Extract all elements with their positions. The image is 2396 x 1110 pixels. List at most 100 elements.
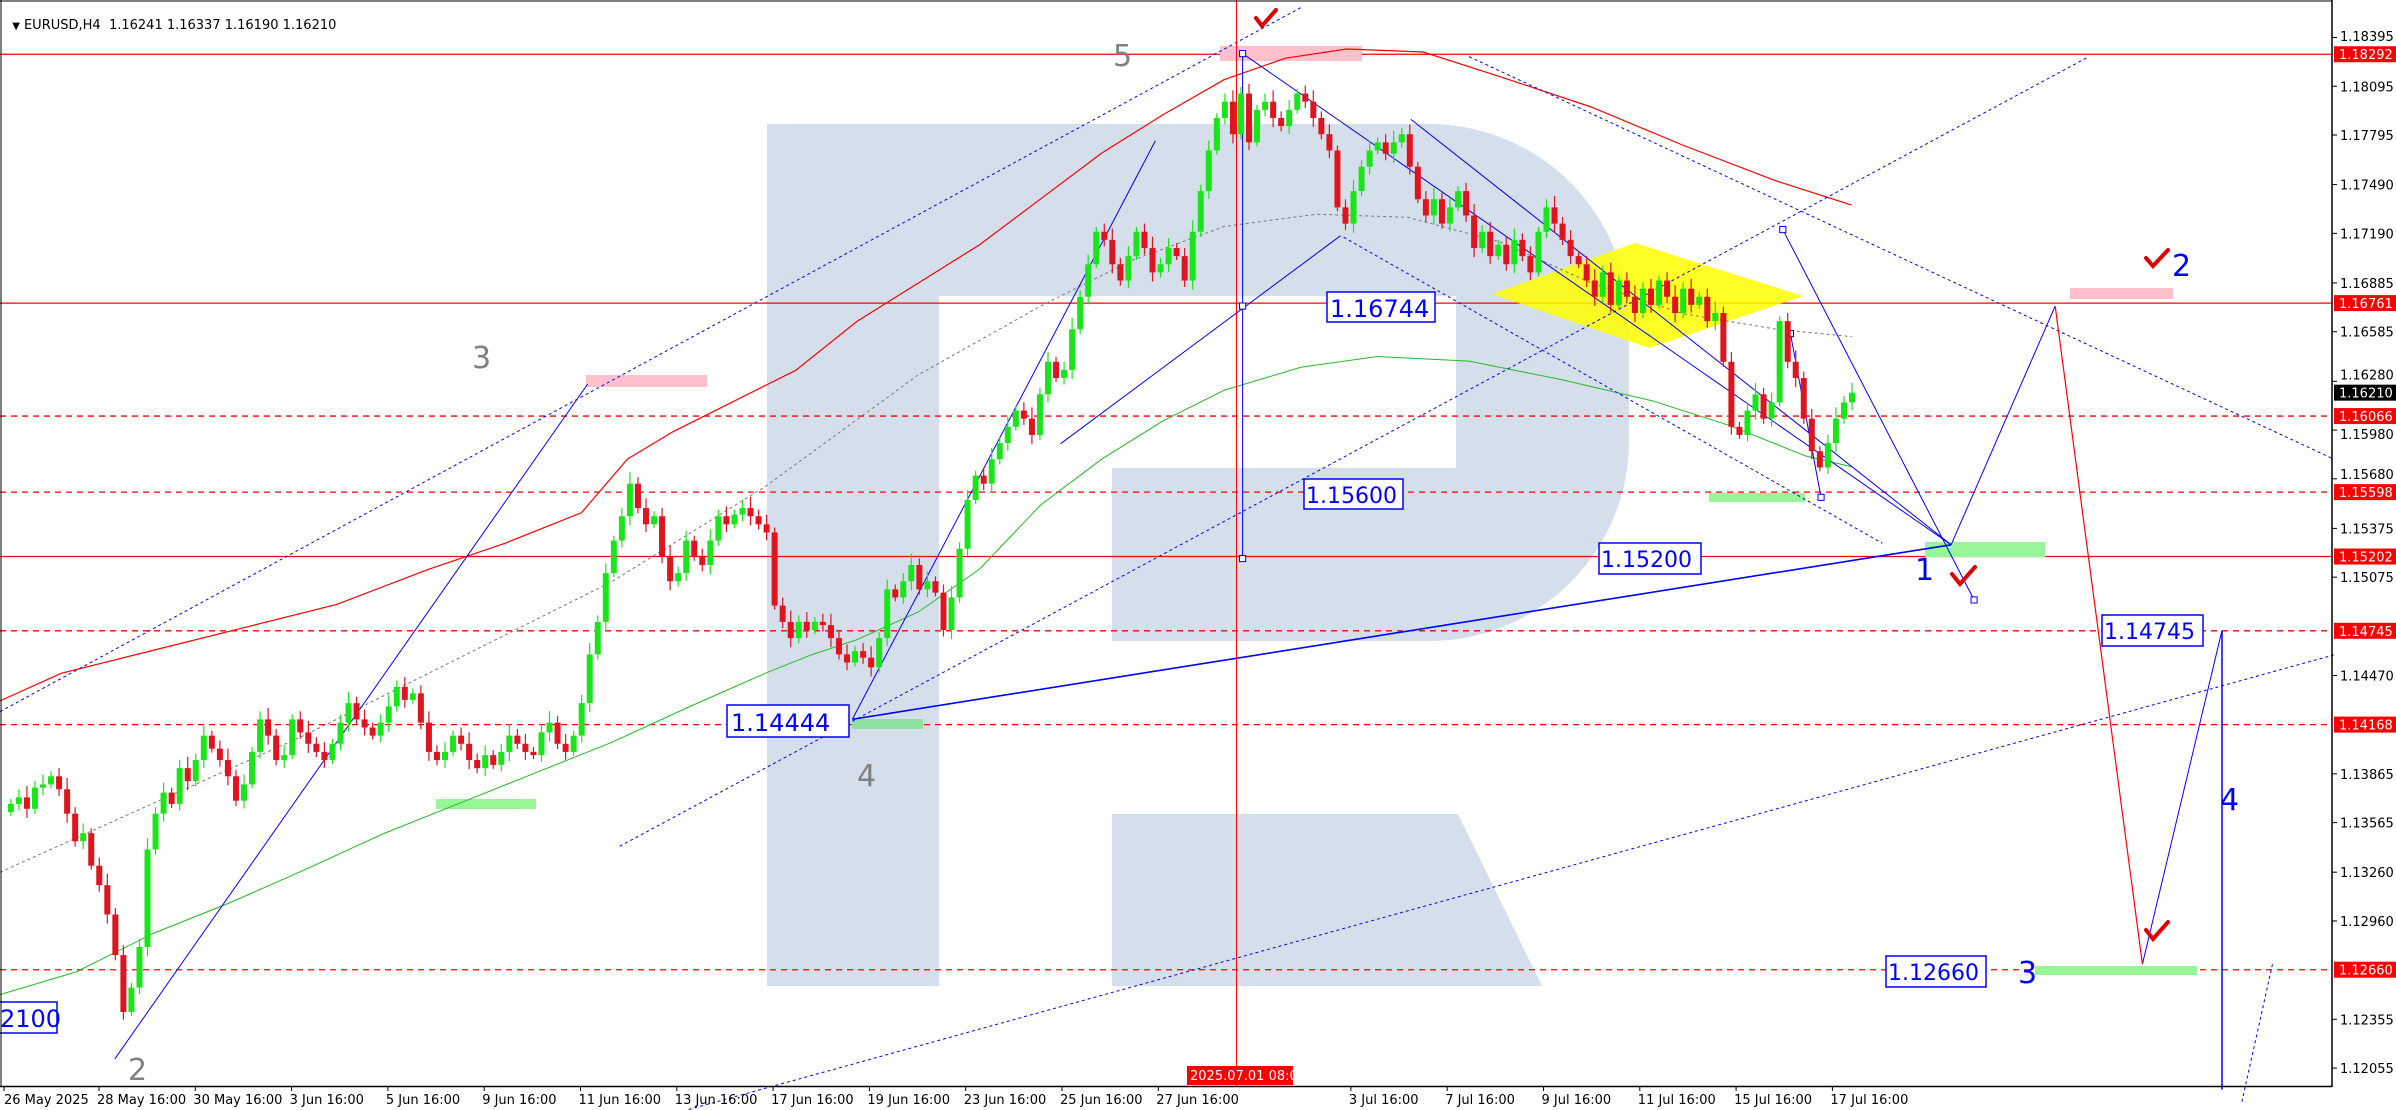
candle (731, 509, 738, 529)
candle (795, 615, 802, 644)
candle-body (361, 719, 368, 728)
candle (1832, 407, 1839, 453)
candle-body (1246, 93, 1252, 143)
wave-labels: 5 3 4 2 1 2 3 4 (128, 39, 2239, 1088)
candle (393, 680, 400, 712)
time-tick-label: 28 May 16:00 (97, 1093, 186, 1108)
candle-body (104, 885, 111, 915)
price-axis[interactable]: 1.18292 1.16761 1.16066 1.15598 1.15202 1.147… (2332, 30, 2396, 1077)
level-price-label: 1.18292 (2339, 48, 2393, 63)
candle (1455, 186, 1462, 212)
candle (1213, 113, 1220, 155)
candle-body (1165, 248, 1172, 265)
candle (1463, 182, 1470, 222)
green-moving-average (0, 357, 1852, 995)
candle-body (1149, 248, 1156, 273)
candle-body (763, 524, 770, 533)
time-tick-label: 11 Jul 16:00 (1638, 1093, 1716, 1108)
candle-body (530, 751, 537, 756)
candle-body (425, 722, 432, 752)
candle-body (1487, 231, 1494, 257)
candle-body (1310, 101, 1317, 118)
candle (305, 721, 312, 753)
candle-body (1414, 166, 1421, 200)
candle-body (1117, 264, 1124, 281)
candle (835, 631, 842, 660)
candle (1133, 226, 1140, 261)
candle-body (377, 722, 384, 736)
indicator-lines (0, 0, 2334, 1109)
candle (1776, 316, 1783, 407)
candle-body (257, 719, 264, 752)
candle-body (1012, 410, 1019, 427)
candle (1567, 230, 1574, 264)
candle-body (1824, 443, 1831, 468)
candle-body (1760, 394, 1767, 419)
candle (1527, 246, 1534, 281)
candle-body (232, 776, 239, 801)
candle-body (265, 719, 272, 736)
red-moving-average (0, 49, 1852, 701)
candle-body (466, 743, 473, 761)
time-axis[interactable]: 26 May 2025 28 May 16:00 30 May 16:00 3 Jun… (3, 1066, 1908, 1108)
candle (643, 498, 649, 533)
candle-body (1712, 313, 1719, 322)
candle-body (498, 751, 505, 765)
candle-body (7, 803, 14, 813)
candle-body (1109, 239, 1116, 265)
candle-body (916, 564, 923, 590)
candle-body (1639, 288, 1646, 314)
candle-body (120, 955, 127, 1012)
candle-body (1720, 313, 1727, 362)
candle-body (1093, 231, 1100, 265)
candle-body (1503, 244, 1510, 265)
price-box-text: 2100 (0, 1005, 61, 1033)
candle-body (216, 748, 223, 761)
candle (208, 730, 215, 753)
level-price-label: 1.14168 (2339, 719, 2393, 734)
candle-body (1318, 117, 1325, 135)
candle (96, 857, 103, 892)
candle (618, 508, 625, 548)
candle-body (281, 755, 288, 761)
candle-body (1157, 264, 1164, 273)
candle-body (200, 735, 207, 761)
candle-body (819, 621, 826, 626)
candle-body (940, 592, 947, 630)
level-price-label: 1.14745 (2339, 625, 2393, 640)
candle-body (787, 621, 794, 639)
candle-body (844, 654, 850, 663)
candle (892, 584, 899, 602)
candle (1358, 160, 1365, 197)
candle-body (1455, 191, 1462, 208)
candle (64, 777, 71, 823)
candle-body (1326, 134, 1333, 151)
candle-body (803, 621, 810, 630)
candle (1053, 356, 1060, 382)
candle-body (15, 797, 22, 804)
candle (1085, 254, 1092, 305)
candle (241, 774, 247, 809)
candle-body (715, 516, 722, 541)
candle (602, 563, 609, 630)
candle-body (1077, 296, 1084, 330)
candle (1237, 87, 1244, 140)
candle-body (570, 735, 577, 752)
triangle-down-icon[interactable]: ▼ (12, 21, 20, 32)
candle-body (1664, 280, 1671, 297)
pink-zone (1220, 46, 1362, 61)
candle (1543, 199, 1550, 239)
price-tick-label: 1.15680 (2340, 468, 2394, 483)
candle (482, 745, 489, 776)
candle (1535, 226, 1542, 277)
checkmark-icon (2144, 920, 2170, 943)
candle (747, 496, 754, 526)
price-tick-label: 1.17795 (2340, 129, 2394, 144)
candle-body (659, 516, 666, 557)
candle-body (1776, 321, 1783, 403)
candle-body (771, 532, 778, 606)
time-tick-label: 7 Jul 16:00 (1445, 1093, 1515, 1108)
candle-body (1752, 394, 1759, 411)
cursor-time-tag (1187, 1066, 1293, 1085)
